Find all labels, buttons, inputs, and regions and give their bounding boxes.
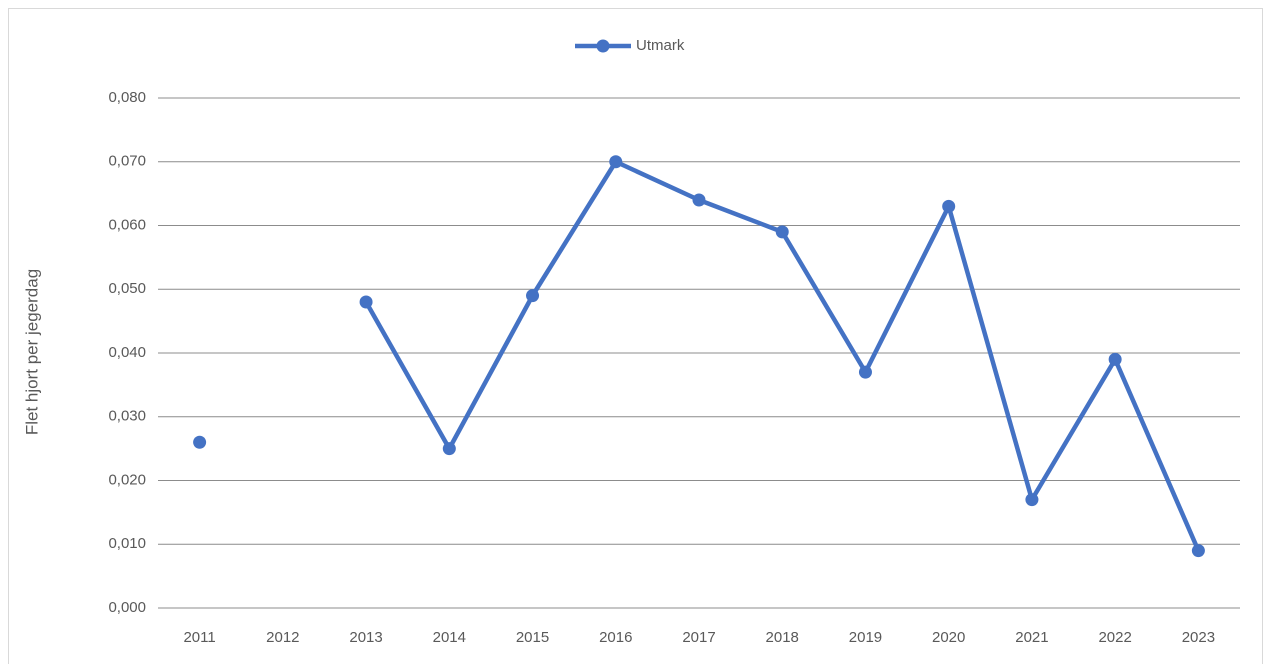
x-tick-label: 2015 bbox=[516, 629, 549, 646]
x-tick-label: 2011 bbox=[183, 629, 215, 646]
x-tick-label: 2019 bbox=[849, 629, 882, 646]
data-point bbox=[193, 435, 207, 449]
series-line bbox=[364, 159, 1201, 552]
y-tick-label: 0,030 bbox=[108, 408, 146, 425]
y-tick-label: 0,080 bbox=[108, 89, 146, 106]
data-point bbox=[858, 365, 872, 379]
data-point bbox=[1108, 352, 1122, 366]
data-point bbox=[609, 155, 623, 169]
data-point bbox=[775, 225, 789, 239]
x-tick-label: 2018 bbox=[766, 629, 799, 646]
data-point bbox=[359, 295, 373, 309]
data-point bbox=[1025, 493, 1039, 507]
x-tick-label: 2017 bbox=[682, 629, 715, 646]
legend-marker bbox=[596, 39, 610, 53]
x-tick-label: 2016 bbox=[599, 629, 632, 646]
x-tick-label: 2014 bbox=[433, 629, 466, 646]
y-tick-label: 0,000 bbox=[108, 599, 146, 616]
x-tick-label: 2013 bbox=[349, 629, 382, 646]
y-tick-label: 0,010 bbox=[108, 535, 146, 552]
y-tick-label: 0,020 bbox=[108, 471, 146, 488]
data-point bbox=[692, 193, 706, 207]
y-tick-label: 0,050 bbox=[108, 280, 146, 297]
x-tick-label: 2012 bbox=[266, 629, 299, 646]
data-point bbox=[526, 289, 540, 303]
data-point bbox=[942, 199, 956, 213]
y-axis-title: Flet hjort per jegerdag bbox=[22, 269, 41, 435]
legend-label: Utmark bbox=[636, 37, 685, 54]
data-point bbox=[1191, 544, 1205, 558]
chart-border bbox=[8, 8, 1263, 664]
x-tick-label: 2023 bbox=[1182, 629, 1215, 646]
x-tick-label: 2021 bbox=[1015, 629, 1048, 646]
x-tick-label: 2020 bbox=[932, 629, 965, 646]
y-tick-label: 0,040 bbox=[108, 344, 146, 361]
data-point bbox=[442, 442, 456, 456]
y-tick-label: 0,060 bbox=[108, 216, 146, 233]
y-tick-label: 0,070 bbox=[108, 153, 146, 170]
x-tick-label: 2022 bbox=[1098, 629, 1131, 646]
